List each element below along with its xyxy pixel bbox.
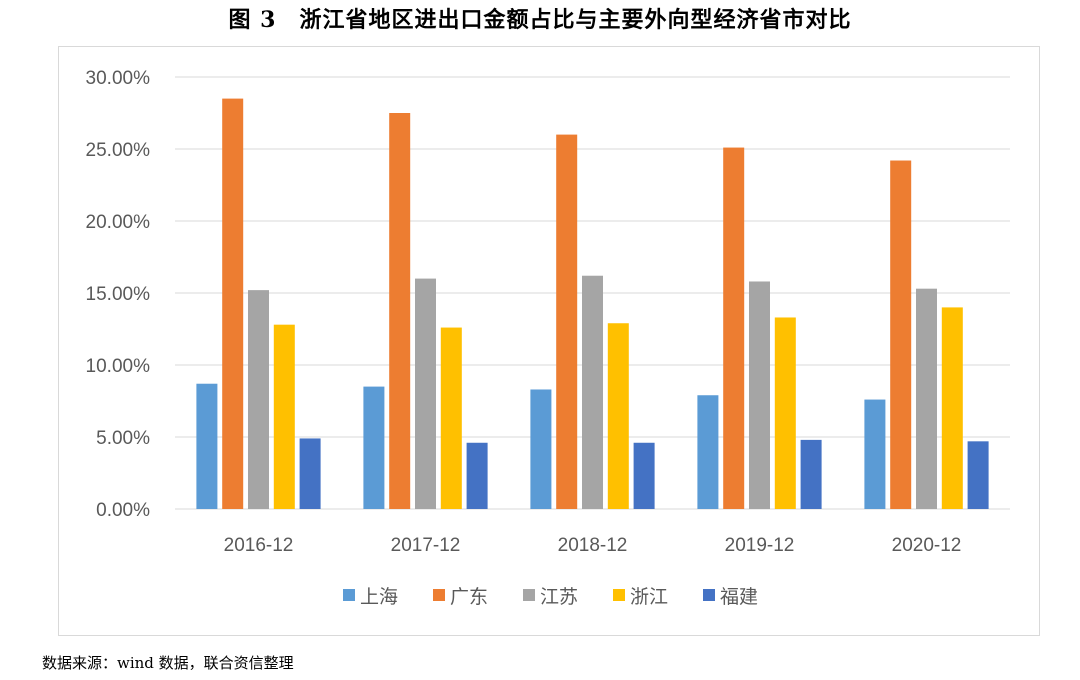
legend-swatch-上海 [343, 589, 355, 601]
bar-广东-2016-12 [222, 98, 244, 509]
bar-广东-2018-12 [556, 134, 578, 509]
bar-江苏-2020-12 [916, 288, 937, 509]
bar-福建-2018-12 [633, 442, 655, 509]
legend-label-上海: 上海 [360, 586, 398, 608]
legend-swatch-福建 [703, 589, 715, 601]
bar-浙江-2016-12 [273, 324, 295, 509]
bar-浙江-2017-12 [440, 327, 462, 509]
legend-swatch-江苏 [523, 589, 535, 601]
source-note: 数据来源：wind 数据，联合资信整理 [42, 654, 294, 672]
x-tick-label: 2018-12 [558, 535, 628, 556]
legend-label-福建: 福建 [720, 586, 758, 608]
bar-浙江-2020-12 [941, 307, 963, 509]
x-tick-label: 2016-12 [224, 535, 294, 556]
chart-title: 图 3 浙江省地区进出口金额占比与主要外向型经济省市对比 [228, 7, 852, 33]
bar-广东-2020-12 [890, 160, 912, 509]
y-tick-label: 0.00% [96, 500, 150, 521]
y-tick-label: 20.00% [86, 212, 151, 233]
bar-浙江-2018-12 [607, 323, 629, 509]
legend-swatch-浙江 [613, 589, 625, 601]
bar-江苏-2016-12 [248, 290, 269, 509]
bar-福建-2020-12 [967, 441, 989, 509]
legend-label-江苏: 江苏 [540, 586, 578, 608]
bar-福建-2017-12 [466, 442, 488, 509]
bar-广东-2017-12 [389, 113, 411, 509]
y-tick-label: 5.00% [96, 428, 150, 449]
legend-label-浙江: 浙江 [630, 586, 668, 608]
bar-江苏-2018-12 [582, 275, 603, 509]
legend-swatch-广东 [433, 589, 445, 601]
bar-江苏-2017-12 [415, 278, 436, 509]
y-tick-label: 10.00% [86, 356, 151, 377]
bar-上海-2016-12 [196, 383, 218, 509]
bar-上海-2020-12 [864, 399, 886, 509]
bar-广东-2019-12 [723, 147, 745, 509]
x-tick-label: 2019-12 [725, 535, 795, 556]
x-tick-label: 2017-12 [391, 535, 461, 556]
bar-福建-2019-12 [800, 439, 822, 509]
y-tick-label: 25.00% [86, 140, 151, 161]
bar-福建-2016-12 [299, 438, 321, 509]
bar-浙江-2019-12 [774, 317, 796, 509]
chart-frame [58, 46, 1040, 636]
bar-上海-2018-12 [530, 389, 552, 509]
y-tick-label: 15.00% [86, 284, 151, 305]
legend-label-广东: 广东 [450, 586, 488, 608]
bar-上海-2019-12 [697, 395, 719, 509]
bar-上海-2017-12 [363, 386, 385, 509]
bar-江苏-2019-12 [749, 281, 770, 509]
x-tick-label: 2020-12 [892, 535, 962, 556]
y-tick-label: 30.00% [86, 68, 151, 89]
